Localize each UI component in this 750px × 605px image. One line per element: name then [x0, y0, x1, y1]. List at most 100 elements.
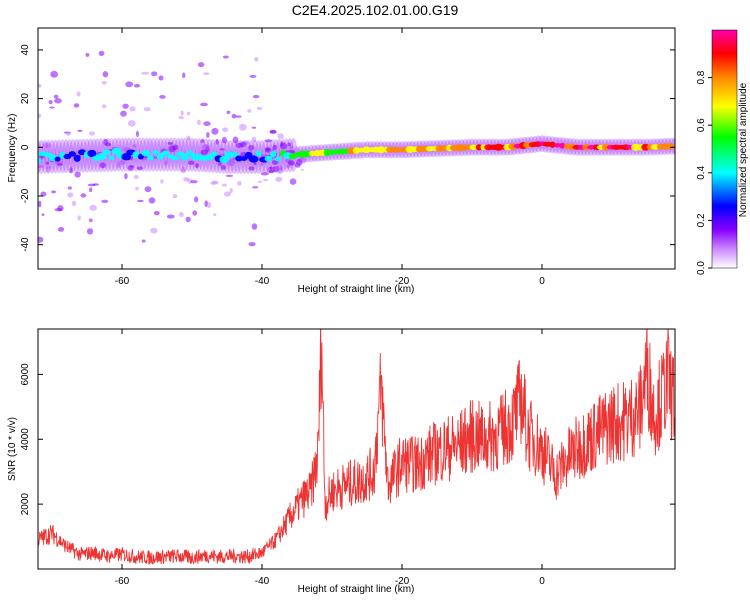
spectrogram-speckle — [210, 181, 218, 185]
spectrogram-speckle — [256, 106, 263, 110]
spectrogram-speckle — [200, 149, 208, 156]
spectrogram-ridge-cell — [352, 147, 361, 154]
spectrogram-speckle — [101, 199, 109, 204]
spectrogram-ridge-cell — [264, 155, 272, 162]
spectrogram-speckle — [232, 136, 239, 144]
spectrogram-halo — [76, 138, 84, 173]
spectrogram-speckle — [85, 52, 90, 57]
spectrogram-speckle — [213, 213, 217, 217]
spectrogram-speckle — [49, 106, 55, 109]
spectrogram-marks — [38, 50, 675, 247]
spectrogram-speckle — [159, 94, 166, 99]
spectrogram-speckle — [73, 103, 80, 108]
spectrogram-speckle — [192, 210, 198, 216]
spectrogram-speckle — [182, 72, 186, 79]
spectrogram-speckle — [41, 213, 45, 216]
spectrogram-y-tick-label: 40 — [20, 44, 31, 56]
spectrogram-speckle — [251, 136, 257, 143]
spectrogram-halo — [111, 137, 119, 172]
spectrogram-y-ticks: -40 -20 0 20 40 — [20, 44, 675, 252]
spectrogram-ridge-cell — [147, 155, 155, 161]
spectrogram-speckle — [141, 239, 146, 243]
spectrogram-speckle — [98, 50, 105, 56]
spectrogram-speckle — [220, 165, 227, 170]
spectrogram-speckle — [135, 186, 139, 191]
spectrogram-x-ticks: -60 -40 -20 0 — [115, 28, 545, 287]
spectrogram-ridge-cell — [235, 155, 243, 162]
spectrogram-speckle — [160, 179, 164, 184]
spectrogram-speckle — [269, 129, 277, 134]
spectrogram-speckle — [57, 205, 64, 212]
spectrogram-ridge-cell — [161, 150, 169, 156]
spectrogram-speckle — [101, 104, 107, 109]
spectrogram-speckle — [166, 214, 175, 219]
spectrogram-speckle — [251, 223, 258, 230]
spectrogram-speckle — [127, 120, 136, 127]
snr-y-tick-label: 2000 — [20, 493, 31, 516]
spectrogram-halo — [41, 139, 49, 174]
spectrogram-speckle — [187, 160, 195, 165]
spectrogram-speckle — [141, 71, 150, 75]
spectrogram-speckle — [148, 197, 156, 204]
spectrogram-speckle — [89, 187, 93, 193]
spectrogram-speckle — [158, 75, 164, 81]
snr-series-line — [38, 329, 675, 565]
spectrogram-speckle — [133, 83, 141, 88]
spectrogram-speckle — [262, 178, 269, 182]
spectrogram-frame — [37, 27, 676, 270]
spectrogram-ridge-cell — [665, 142, 675, 150]
spectrogram-speckle — [252, 186, 259, 189]
spectrogram-speckle — [206, 131, 210, 138]
spectrogram-speckle — [196, 119, 201, 125]
spectrogram-speckle — [287, 142, 292, 147]
spectrogram-speckle — [135, 130, 139, 138]
spectrogram-ridge-cell — [248, 155, 259, 163]
spectrogram-speckle — [203, 72, 210, 75]
spectrogram-speckle — [38, 84, 42, 88]
spectrogram-ridge-cell — [392, 146, 400, 153]
colorbar-tick-label: 0.4 — [696, 165, 707, 179]
spectrogram-ridge-cell — [337, 148, 346, 155]
spectrogram-speckle — [247, 109, 252, 113]
spectrogram-ridge-cell — [171, 155, 180, 161]
spectrogram-speckle — [239, 123, 247, 131]
spectrogram-speckle — [76, 91, 81, 97]
spectrogram-speckle — [218, 161, 222, 166]
spectrogram-speckle — [253, 162, 257, 166]
spectrogram-ridge-cell — [68, 151, 76, 157]
colorbar-tick-label: 0.0 — [696, 261, 707, 275]
spectrogram-halo — [272, 139, 280, 174]
spectrogram-speckle — [180, 110, 184, 116]
spectrogram-speckle — [77, 215, 81, 221]
spectrogram-speckle — [225, 174, 234, 178]
spectrogram-speckle — [86, 228, 94, 235]
snr-y-axis-label: SNR (10 * v/v) — [7, 417, 18, 481]
spectrogram-speckle — [231, 113, 237, 119]
spectrogram-panel: -60 -40 -20 0 -40 -20 0 20 40 Height of straigh… — [7, 27, 676, 295]
spectrogram-speckle — [235, 142, 243, 149]
spectrogram-speckle — [197, 62, 205, 68]
spectrogram-speckle — [252, 94, 260, 99]
spectrogram-y-tick-label: 0 — [20, 144, 31, 150]
spectrogram-x-tick-label: -40 — [255, 276, 270, 287]
spectrogram-ridge-cell — [141, 149, 151, 157]
spectrogram-speckle — [43, 142, 51, 148]
spectrogram-y-tick-label: -20 — [20, 188, 31, 203]
spectrogram-ridge-cell — [554, 142, 561, 148]
spectrogram-speckle — [183, 177, 190, 182]
spectrogram-speckle — [120, 110, 127, 117]
spectrogram-speckle — [178, 211, 184, 218]
spectrogram-speckle — [248, 242, 256, 247]
spectrogram-halo — [38, 139, 42, 175]
spectrogram-speckle — [221, 183, 227, 187]
spectrogram-speckle — [249, 74, 257, 78]
spectrogram-speckle — [167, 141, 174, 145]
snr-x-tick-label: -60 — [115, 576, 130, 587]
spectrogram-speckle — [215, 138, 219, 145]
colorbar: 0.0 0.2 0.4 0.6 0.8 Normalized spectral ampl… — [696, 29, 749, 275]
spectrogram-speckle — [88, 218, 93, 223]
spectrogram-ridge-cell — [38, 157, 42, 164]
spectrogram-speckle — [124, 173, 128, 180]
spectrogram-speckle — [172, 194, 178, 199]
